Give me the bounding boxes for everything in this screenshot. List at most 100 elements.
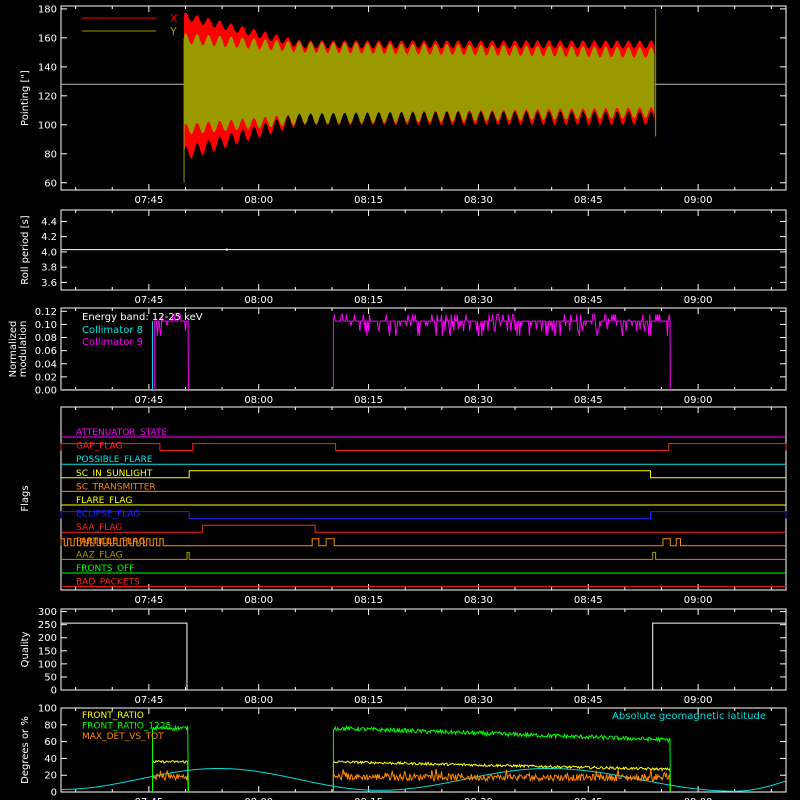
flag-label: SC_IN_SUNLIGHT [76, 469, 153, 479]
time-tick-label: 08:30 [464, 195, 493, 206]
time-tick-label: 08:45 [574, 395, 603, 406]
time-tick-label: 09:00 [684, 595, 713, 606]
quality-frame [60, 608, 787, 691]
y-tick-label: 100 [38, 659, 57, 670]
quality-trace [61, 622, 786, 691]
ratio-trace-front-ratio [152, 759, 189, 793]
flag-label: FLARE_FLAG [76, 496, 132, 506]
time-tick-label: 09:00 [684, 797, 713, 800]
y-tick-label: 300 [38, 607, 57, 618]
legend-label-y: Y [169, 25, 177, 38]
time-tick-label: 08:15 [354, 295, 383, 306]
flag-label: GAP_FLAG [76, 442, 122, 452]
flag-trace-aaz-flag [61, 551, 786, 560]
time-tick-label: 08:00 [244, 395, 273, 406]
flag-label: SC_TRANSMITTER [76, 482, 156, 492]
y-tick-label: 0.12 [35, 307, 57, 318]
time-tick-label: 08:15 [354, 797, 383, 800]
time-tick-label: 07:45 [134, 295, 163, 306]
time-tick-label: 08:00 [244, 695, 273, 706]
time-tick-label: 08:30 [464, 395, 493, 406]
time-tick-label: 08:15 [354, 195, 383, 206]
time-tick-label: 08:45 [574, 595, 603, 606]
flag-label: BAD_PACKETS [76, 578, 140, 588]
y-tick-label: 180 [38, 4, 57, 15]
time-tick-label: 08:15 [354, 395, 383, 406]
time-tick-label: 08:30 [464, 295, 493, 306]
y-axis-label: Normalized [8, 321, 19, 378]
pointing-series-y-band [184, 32, 655, 135]
modulation-legend-title: Energy band: 12-25 keV [82, 312, 203, 323]
time-tick-label: 08:45 [574, 195, 603, 206]
time-tick-label: 07:45 [134, 797, 163, 800]
y-tick-label: 60 [44, 178, 57, 189]
y-tick-label: 3.8 [41, 263, 57, 274]
y-tick-label: 20 [44, 771, 57, 782]
flag-label: PARTICLE_FLAG [76, 537, 146, 547]
y-tick-label: 140 [38, 62, 57, 73]
geo-right-label: Absolute geomagnetic latitude [612, 711, 766, 722]
y-tick-label: 0 [51, 686, 57, 697]
y-tick-label: 60 [44, 737, 57, 748]
time-tick-label: 07:45 [134, 595, 163, 606]
time-tick-label: 08:45 [574, 797, 603, 800]
ratio-trace-front-ratio-1225 [152, 724, 189, 793]
pointing-frame [60, 5, 787, 191]
time-tick-label: 09:00 [684, 395, 713, 406]
ratio-trace-front-ratio [332, 760, 671, 793]
flag-trace-eclipse-flag [60, 511, 787, 520]
roll-period-blip [225, 248, 228, 251]
y-axis-label: modulation [18, 321, 29, 378]
y-tick-label: 0.02 [35, 372, 57, 383]
flag-trace-gap-flag [60, 443, 787, 452]
time-tick-label: 08:00 [244, 595, 273, 606]
y-axis-label: Pointing ["] [20, 70, 31, 126]
time-tick-label: 08:45 [574, 295, 603, 306]
y-axis-label: Flags [20, 485, 31, 511]
time-tick-label: 09:00 [684, 195, 713, 206]
geo-legend-label: MAX_DET_VS_TOT [82, 732, 164, 742]
time-tick-label: 07:45 [134, 395, 163, 406]
y-tick-label: 200 [38, 633, 57, 644]
y-tick-label: 4.4 [41, 217, 57, 228]
y-tick-label: 100 [38, 120, 57, 131]
y-tick-label: 80 [44, 149, 57, 160]
legend-label-collimator: Collimator 8 [82, 325, 143, 336]
ratio-trace-max-det-vs-tot [152, 769, 189, 793]
y-tick-label: 50 [44, 672, 57, 683]
time-tick-label: 07:45 [134, 195, 163, 206]
roll_period-panel: 07:45 08:00 08:15 08:30 08:45 09:00 3.6 3.8 4.0 4… [20, 209, 787, 306]
y-axis-label: Quality [20, 632, 31, 668]
time-tick-label: 08:30 [464, 797, 493, 800]
y-tick-label: 0.04 [35, 359, 57, 370]
time-tick-label: 08:45 [574, 695, 603, 706]
flag-label: SAA_FLAG [76, 523, 122, 533]
time-tick-label: 08:15 [354, 695, 383, 706]
flag-label: ECLIPSE_FLAG [76, 510, 140, 520]
geomagnetic-latitude-trace [61, 768, 787, 792]
flag-trace-sc-in-sunlight [61, 470, 786, 479]
flags-panel: 07:45 08:00 08:15 08:30 08:45 09:00 Flags ATTEN… [20, 406, 787, 606]
time-tick-label: 09:00 [684, 295, 713, 306]
y-axis-label: Roll period [s] [20, 215, 31, 284]
time-tick-label: 08:00 [244, 295, 273, 306]
y-tick-label: 250 [38, 620, 57, 631]
geo-panel: 07:45 08:00 08:15 08:30 08:45 09:00 0 20 40 60 80 1… [20, 704, 787, 800]
time-tick-label: 08:00 [244, 195, 273, 206]
collimator-9-trace [154, 314, 189, 391]
geo-legend-label: FRONT_RATIO_1225 [82, 722, 171, 732]
y-tick-label: 4.2 [41, 232, 57, 243]
modulation-panel: 07:45 08:00 08:15 08:30 08:45 09:00 0.00 0.02 0.… [8, 307, 787, 406]
geo-legend-label: FRONT_RATIO [82, 711, 144, 721]
flag-label: AAZ_FLAG [76, 550, 123, 560]
ratio-trace-max-det-vs-tot [332, 769, 671, 793]
y-tick-label: 4.0 [41, 247, 57, 258]
flag-trace-particle-flag [60, 538, 786, 547]
y-tick-label: 3.6 [41, 278, 57, 289]
time-tick-label: 08:30 [464, 695, 493, 706]
geo-frame [60, 707, 787, 793]
y-tick-label: 0 [51, 788, 57, 799]
y-tick-label: 0.06 [35, 346, 57, 357]
